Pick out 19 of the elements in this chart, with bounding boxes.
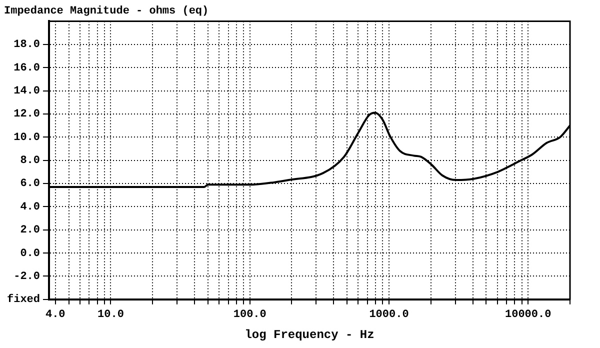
y-tick-label: 6.0 <box>20 178 40 190</box>
x-tick-label: 100.0 <box>233 308 266 321</box>
x-tick-label: 10.0 <box>98 308 124 321</box>
y-tick-label: 12.0 <box>14 108 40 121</box>
y-tick-label: -2.0 <box>14 270 40 283</box>
y-tick-label: fixed <box>6 293 40 306</box>
y-tick-label: 14.0 <box>14 86 40 98</box>
y-tick-label: 10.0 <box>14 132 40 144</box>
y-tick-label: 8.0 <box>20 155 40 168</box>
y-tick-label: 0.0 <box>20 248 40 260</box>
x-axis-title: log Frequency - Hz <box>244 328 374 342</box>
y-tick-label: 2.0 <box>20 224 40 237</box>
x-tick-label: 4.0 <box>45 308 66 321</box>
x-tick-label: 10000.0 <box>505 308 552 321</box>
y-tick-label: 4.0 <box>20 201 40 214</box>
y-tick-label: 16.0 <box>14 62 40 74</box>
chart-title: Impedance Magnitude - ohms (eq) <box>4 5 209 18</box>
x-tick-label: 1000.0 <box>369 308 409 321</box>
y-tick-label: 18.0 <box>14 39 40 52</box>
